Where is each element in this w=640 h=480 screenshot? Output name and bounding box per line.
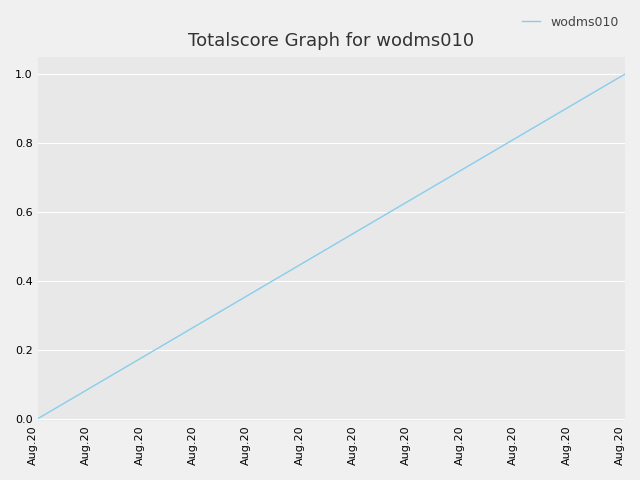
- Legend: wodms010: wodms010: [522, 16, 619, 29]
- wodms010: [384, 210, 392, 216]
- wodms010: [573, 99, 581, 105]
- wodms010: [34, 416, 42, 421]
- wodms010: [337, 238, 344, 244]
- wodms010: [147, 350, 154, 356]
- wodms010: [621, 71, 629, 77]
- Line: wodms010: wodms010: [38, 74, 625, 419]
- Title: Totalscore Graph for wodms010: Totalscore Graph for wodms010: [188, 32, 474, 50]
- wodms010: [591, 89, 599, 95]
- wodms010: [170, 336, 178, 342]
